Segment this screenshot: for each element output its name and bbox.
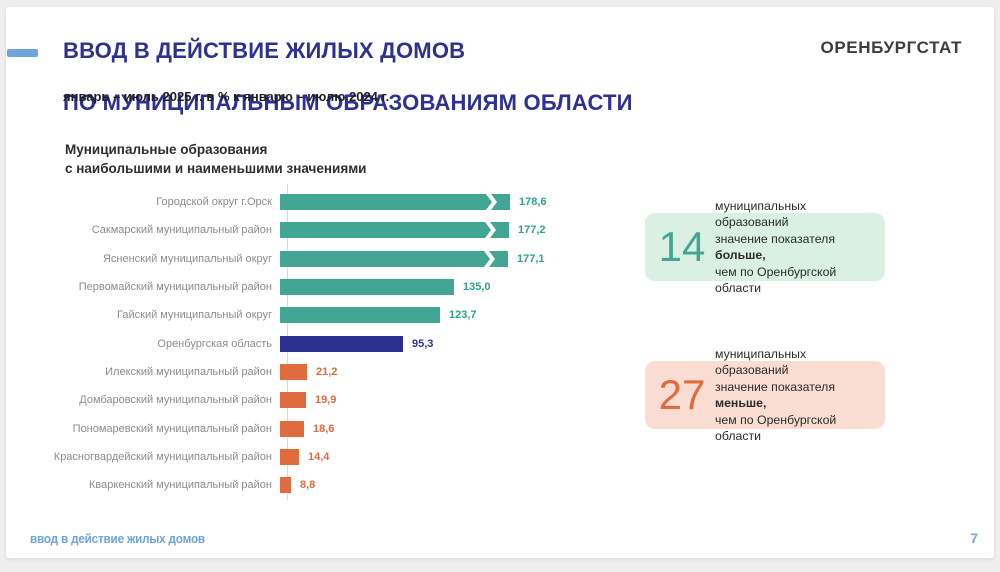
bar xyxy=(280,420,304,437)
callout-line2-prefix: значение показателя xyxy=(715,379,835,394)
category-label: Оренбургская область xyxy=(157,337,272,350)
bar xyxy=(280,448,299,465)
category-label: Городской округ г.Орск xyxy=(156,196,272,209)
axis-break-icon xyxy=(485,222,496,239)
chart-row: Пономаревский муниципальный район 18,6 xyxy=(30,414,590,442)
value-label: 135,0 xyxy=(463,281,491,294)
bar xyxy=(280,279,454,296)
category-label: Первомайский муниципальный район xyxy=(78,281,272,294)
axis-break-icon xyxy=(486,194,497,211)
bar xyxy=(280,477,291,494)
value-label: 95,3 xyxy=(412,337,434,350)
chart-title: Муниципальные образования с наибольшими … xyxy=(65,142,367,176)
chart-row: Ясненский муниципальный округ 177,1 xyxy=(30,245,590,273)
callout-less: 27 муниципальных образований значение по… xyxy=(645,347,885,443)
page-title: ВВОД В ДЕЙСТВИЕ ЖИЛЫХ ДОМОВ ПО МУНИЦИПАЛ… xyxy=(63,38,633,116)
chart-rows: Городской округ г.Орск 178,6 Сакмарский му… xyxy=(30,188,590,499)
callout-text: муниципальных образований значение показ… xyxy=(711,346,875,445)
callout-number: 14 xyxy=(658,223,706,270)
category-label: Ясненский муниципальный округ xyxy=(102,252,272,265)
chart-row: Кваркенский муниципальный район 8,8 xyxy=(30,471,590,499)
bar xyxy=(280,222,509,239)
accent-dash xyxy=(7,49,38,57)
callout-line2-bold: больше, xyxy=(715,248,766,262)
callout-more: 14 муниципальных образований значение по… xyxy=(645,199,885,295)
category-label: Гайский муниципальный округ xyxy=(117,309,272,322)
value-label: 14,4 xyxy=(308,450,330,463)
bar xyxy=(280,335,403,352)
value-label: 123,7 xyxy=(449,309,477,322)
value-label: 8,8 xyxy=(300,479,316,492)
category-label: Илекский муниципальный район xyxy=(105,365,272,378)
value-label: 18,6 xyxy=(313,422,335,435)
page-subtitle: январь – июль 2025 г. в % к январю – июл… xyxy=(63,89,390,104)
bar xyxy=(280,307,440,324)
value-label: 19,9 xyxy=(315,394,337,407)
value-label: 178,6 xyxy=(519,196,547,209)
value-label: 177,1 xyxy=(517,252,545,265)
page-number: 7 xyxy=(970,530,978,546)
title-line-1: ВВОД В ДЕЙСТВИЕ ЖИЛЫХ ДОМОВ xyxy=(63,38,466,63)
callout-text: муниципальных образований значение показ… xyxy=(711,198,875,297)
value-label: 177,2 xyxy=(518,224,546,237)
chart-row: Оренбургская область 95,3 xyxy=(30,329,590,357)
category-label: Сакмарский муниципальный район xyxy=(91,224,272,237)
bar xyxy=(280,194,510,211)
callout-line3: чем по Оренбургской области xyxy=(715,264,837,296)
bar xyxy=(280,392,306,409)
category-label: Кваркенский муниципальный район xyxy=(89,479,272,492)
bar xyxy=(280,250,508,267)
callout-line1: муниципальных образований xyxy=(715,346,807,378)
footer-title: ввод в действие жилых домов xyxy=(30,531,205,546)
value-label: 21,2 xyxy=(316,365,338,378)
callout-number: 27 xyxy=(658,371,706,418)
category-label: Домбаровский муниципальный район xyxy=(79,394,272,407)
title-line-2: ПО МУНИЦИПАЛЬНЫМ ОБРАЗОВАНИЯМ ОБЛАСТИ xyxy=(63,90,633,115)
bar xyxy=(280,363,307,380)
axis-break-icon xyxy=(484,250,495,267)
org-logo-text: ОРЕНБУРГСТАТ xyxy=(820,38,962,57)
chart-row: Красногвардейский муниципальный район 14,… xyxy=(30,443,590,471)
chart-row: Первомайский муниципальный район 135,0 xyxy=(30,273,590,301)
category-label: Красногвардейский муниципальный район xyxy=(53,450,272,463)
chart-row: Домбаровский муниципальный район 19,9 xyxy=(30,386,590,414)
chart-row: Илекский муниципальный район 21,2 xyxy=(30,358,590,386)
slide-background xyxy=(6,7,994,558)
category-label: Пономаревский муниципальный район xyxy=(72,422,272,435)
callout-line2-bold: меньше, xyxy=(715,396,767,410)
callout-line3: чем по Оренбургской области xyxy=(715,412,837,444)
callout-line1: муниципальных образований xyxy=(715,198,807,230)
chart-row: Сакмарский муниципальный район 177,2 xyxy=(30,216,590,244)
chart-row: Городской округ г.Орск 178,6 xyxy=(30,188,590,216)
callout-line2-prefix: значение показателя xyxy=(715,231,835,246)
chart-row: Гайский муниципальный округ 123,7 xyxy=(30,301,590,329)
